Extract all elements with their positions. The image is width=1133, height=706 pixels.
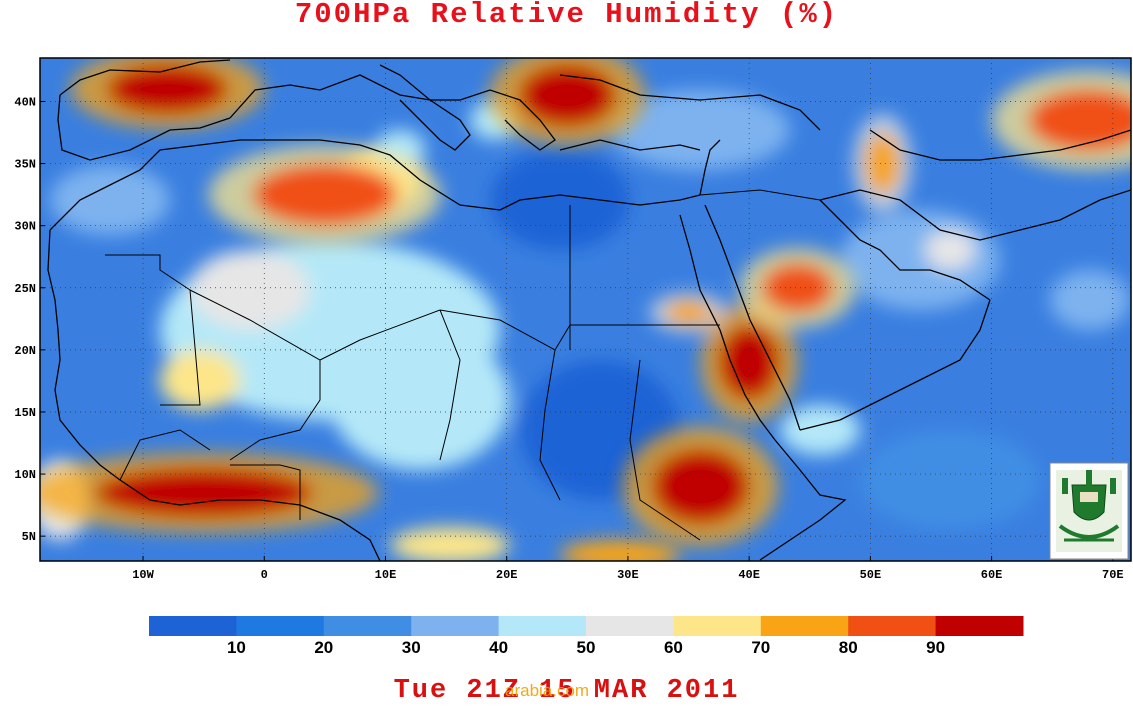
colorbar (149, 616, 1024, 636)
humid-region (664, 300, 713, 326)
colorbar-segment (236, 616, 325, 636)
colorbar-label: 50 (577, 638, 596, 657)
humid-region (761, 262, 835, 313)
colorbar-label: 20 (314, 638, 333, 657)
lat-tick-label: 30N (14, 220, 36, 234)
lon-tick-label: 50E (860, 568, 882, 582)
colorbar-segment (411, 616, 500, 636)
map-frame (39, 57, 1132, 562)
lat-tick-label: 15N (14, 406, 36, 420)
colorbar-label: 90 (926, 638, 945, 657)
humid-region (652, 449, 750, 524)
colorbar-label: 30 (402, 638, 421, 657)
grid-lines (40, 58, 1131, 561)
colorbar-segment (935, 616, 1024, 636)
humid-region (718, 325, 780, 400)
colorbar-segment (498, 616, 587, 636)
lat-tick-label: 25N (14, 282, 36, 296)
lon-tick-label: 10W (132, 568, 154, 582)
lat-tick-label: 40N (14, 95, 36, 109)
lat-tick-label: 20N (14, 344, 36, 358)
colorbar-segment (673, 616, 762, 636)
lon-tick-label: 20E (496, 568, 518, 582)
humid-regions (40, 58, 1131, 547)
humidity-field (40, 58, 1131, 561)
humid-region (252, 163, 398, 226)
lon-tick-label: 30E (617, 568, 639, 582)
lon-tick-label: 70E (1102, 568, 1124, 582)
humid-region (106, 64, 228, 114)
colorbar-segment (586, 616, 674, 636)
longitude-tick-labels: 10W 0 10E 20E 30E 40E 50E 60E 70E (132, 556, 1124, 582)
colorbar-label: 40 (489, 638, 508, 657)
colorbar-labels: 10 20 30 40 50 60 70 80 90 (227, 638, 945, 657)
colorbar-label: 60 (664, 638, 683, 657)
lat-tick-label: 5N (22, 530, 36, 544)
lat-tick-label: 10N (14, 468, 36, 482)
latitude-tick-labels: 40N 35N 30N 25N 20N 15N 10N 5N (14, 95, 45, 544)
map-title: 700HPa Relative Humidity (%) (294, 0, 839, 31)
university-seal-icon (1049, 462, 1129, 560)
colorbar-segment (848, 616, 937, 636)
lon-tick-label: 40E (738, 568, 760, 582)
watermark: arabia.com (505, 681, 590, 700)
lon-tick-label: 10E (375, 568, 397, 582)
colorbar-label: 80 (839, 638, 858, 657)
humid-region (1027, 89, 1131, 152)
colorbar-segment (149, 616, 237, 636)
colorbar-label: 70 (751, 638, 770, 657)
colorbar-segment (760, 616, 849, 636)
lat-tick-label: 35N (14, 158, 36, 172)
humid-region (94, 467, 313, 518)
lon-tick-label: 60E (981, 568, 1003, 582)
humid-region (864, 132, 901, 195)
lon-tick-label: 0 (261, 568, 268, 582)
coastlines (47, 59, 1131, 561)
colorbar-segment (323, 616, 412, 636)
humid-region (518, 64, 616, 127)
colorbar-label: 10 (227, 638, 246, 657)
